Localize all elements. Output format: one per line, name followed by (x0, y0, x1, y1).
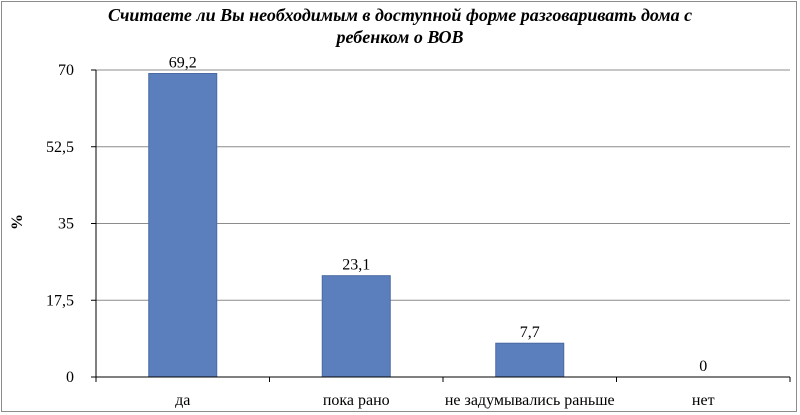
bar-0 (148, 73, 218, 378)
chart-title-line-2: ребенком о ВОВ (336, 27, 464, 47)
y-tick-label: 70 (58, 62, 74, 79)
y-tick-label: 17,5 (46, 292, 74, 309)
data-label-3: 0 (699, 358, 707, 375)
y-tick-label: 52,5 (46, 139, 74, 156)
category-label-3: нет (692, 392, 715, 409)
y-tick-label: 35 (58, 216, 74, 233)
category-label-2: не задумывались раньше (445, 392, 615, 409)
category-label-1: пока рано (323, 392, 390, 409)
data-label-2: 7,7 (520, 324, 540, 341)
category-label-0: да (175, 392, 190, 409)
bar-2 (495, 342, 565, 378)
bar-1 (321, 275, 391, 378)
y-axis-title: % (9, 214, 26, 230)
data-label-1: 23,1 (342, 257, 370, 274)
chart-title-line-1: Считаете ли Вы необходимым в доступной ф… (107, 5, 693, 25)
chart-title: Считаете ли Вы необходимым в доступной ф… (0, 4, 800, 48)
y-tick-label: 0 (66, 369, 74, 386)
data-label-0: 69,2 (169, 55, 197, 72)
